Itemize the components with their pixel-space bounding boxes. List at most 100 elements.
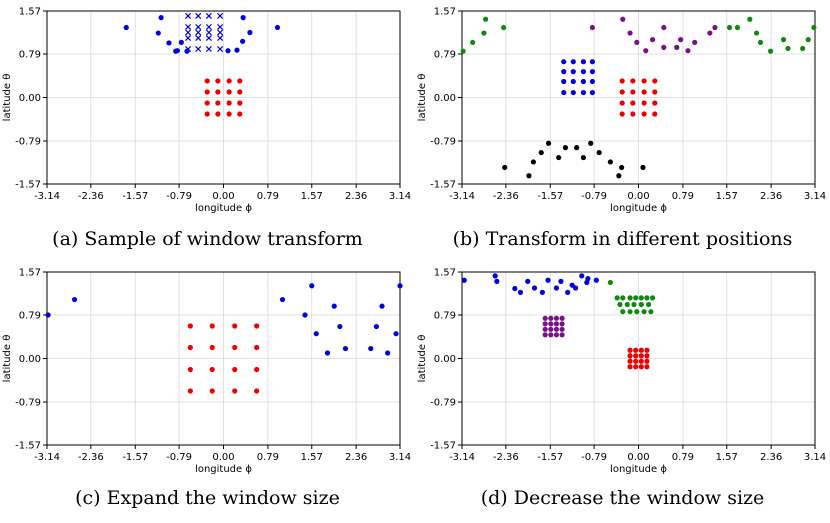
x-tick-label: -2.36 (493, 452, 519, 463)
data-point (685, 48, 691, 54)
series-a-2 (185, 12, 224, 53)
data-point (649, 37, 656, 43)
x-tick-label: -1.57 (122, 452, 148, 463)
data-point (209, 366, 215, 373)
caption-b: (b) Transform in different positions (452, 228, 793, 250)
data-point (641, 100, 647, 106)
data-point (232, 344, 238, 351)
y-axis-c: 1.57 0.79 0.00 -0.79 -1.57 (15, 268, 47, 452)
data-point (342, 345, 349, 352)
data-point (470, 39, 476, 46)
data-point (215, 111, 221, 117)
x-tick-label: -1.57 (537, 452, 563, 463)
data-point (548, 326, 554, 332)
data-point (226, 78, 232, 84)
data-point (553, 285, 560, 291)
caption-c: (c) Expand the window size (75, 487, 340, 509)
data-point (627, 295, 633, 301)
series-b-5 (502, 140, 646, 179)
grid-d (461, 271, 816, 446)
data-point (638, 364, 644, 370)
data-point (630, 100, 636, 106)
series-a-3 (204, 78, 243, 117)
data-point (215, 78, 221, 84)
data-point (545, 140, 552, 146)
x-axis-b: -3.14 -2.36 -1.57 -0.79 0.00 0.79 1.57 2.36 3.14 (449, 184, 826, 202)
data-point (232, 323, 238, 329)
data-point (644, 364, 650, 370)
data-point (747, 16, 753, 22)
data-point (553, 332, 560, 338)
data-point (187, 388, 193, 394)
y-tick-label: -0.79 (430, 398, 456, 409)
x-tick-label: 0.79 (257, 452, 279, 463)
x-tick-label: 0.00 (627, 191, 649, 202)
data-point (530, 159, 536, 165)
data-point (580, 69, 587, 75)
data-point (641, 309, 647, 315)
y-axis-d: 1.57 0.79 0.00 -0.79 -1.57 (430, 268, 462, 452)
x-tick-label: -2.36 (493, 191, 519, 202)
x-tick-label: -3.14 (34, 452, 60, 463)
data-point (631, 301, 637, 308)
data-point (634, 39, 640, 46)
data-point (638, 295, 644, 301)
y-tick-label: -1.57 (15, 180, 41, 191)
x-tick-label: 3.14 (804, 452, 826, 463)
scatter-plot-b: -3.14 -2.36 -1.57 -0.79 0.00 0.79 1.57 2.36 3.14… (417, 7, 826, 215)
y-axis-label-d: latitude θ (417, 335, 428, 383)
data-point (561, 59, 567, 65)
data-point (232, 366, 238, 373)
data-point (767, 48, 774, 54)
x-tick-label: -0.79 (581, 452, 607, 463)
x-tick-label: -3.14 (449, 191, 475, 202)
data-point (644, 353, 650, 359)
x-tick-label: -1.57 (537, 191, 563, 202)
y-tick-label: 0.00 (19, 93, 41, 104)
data-point (483, 16, 489, 22)
data-point (634, 309, 640, 315)
data-point (542, 321, 548, 327)
data-point (204, 78, 210, 84)
data-point (570, 59, 576, 65)
cross-point (217, 45, 224, 53)
data-point (254, 366, 260, 373)
series-c-1 (45, 283, 403, 356)
data-point (589, 24, 596, 31)
x-tick-label: 1.57 (301, 452, 323, 463)
data-point (630, 111, 636, 117)
data-point (232, 388, 238, 394)
x-tick-label: -3.14 (449, 452, 475, 463)
data-point (734, 24, 741, 31)
series-d-3 (542, 315, 565, 338)
cross-point (195, 12, 202, 19)
data-point (569, 282, 575, 288)
data-point (596, 149, 602, 156)
cross-point (195, 34, 202, 42)
x-tick-label: 0.79 (672, 191, 694, 202)
data-point (215, 89, 221, 95)
data-point (481, 30, 487, 36)
data-point (707, 30, 713, 36)
data-point (630, 89, 636, 95)
data-point (617, 301, 623, 308)
data-point (619, 164, 625, 171)
cross-point (185, 23, 192, 31)
data-point (580, 89, 587, 96)
data-point (174, 48, 181, 54)
data-point (638, 353, 644, 359)
data-point (373, 323, 379, 330)
grid-c (46, 271, 401, 446)
cross-point (185, 29, 192, 36)
y-tick-label: 1.57 (19, 7, 41, 18)
data-point (570, 89, 576, 96)
caption-d: (d) Decrease the window size (480, 487, 765, 509)
data-point (548, 315, 554, 321)
data-point (644, 358, 650, 364)
data-point (209, 323, 215, 329)
data-point (619, 111, 625, 117)
scatter-plot-c: -3.14 -2.36 -1.57 -0.79 0.00 0.79 1.57 2.36 3.14… (2, 268, 411, 476)
cross-point (217, 34, 224, 42)
x-tick-label: -1.57 (122, 191, 148, 202)
data-point (805, 37, 811, 43)
